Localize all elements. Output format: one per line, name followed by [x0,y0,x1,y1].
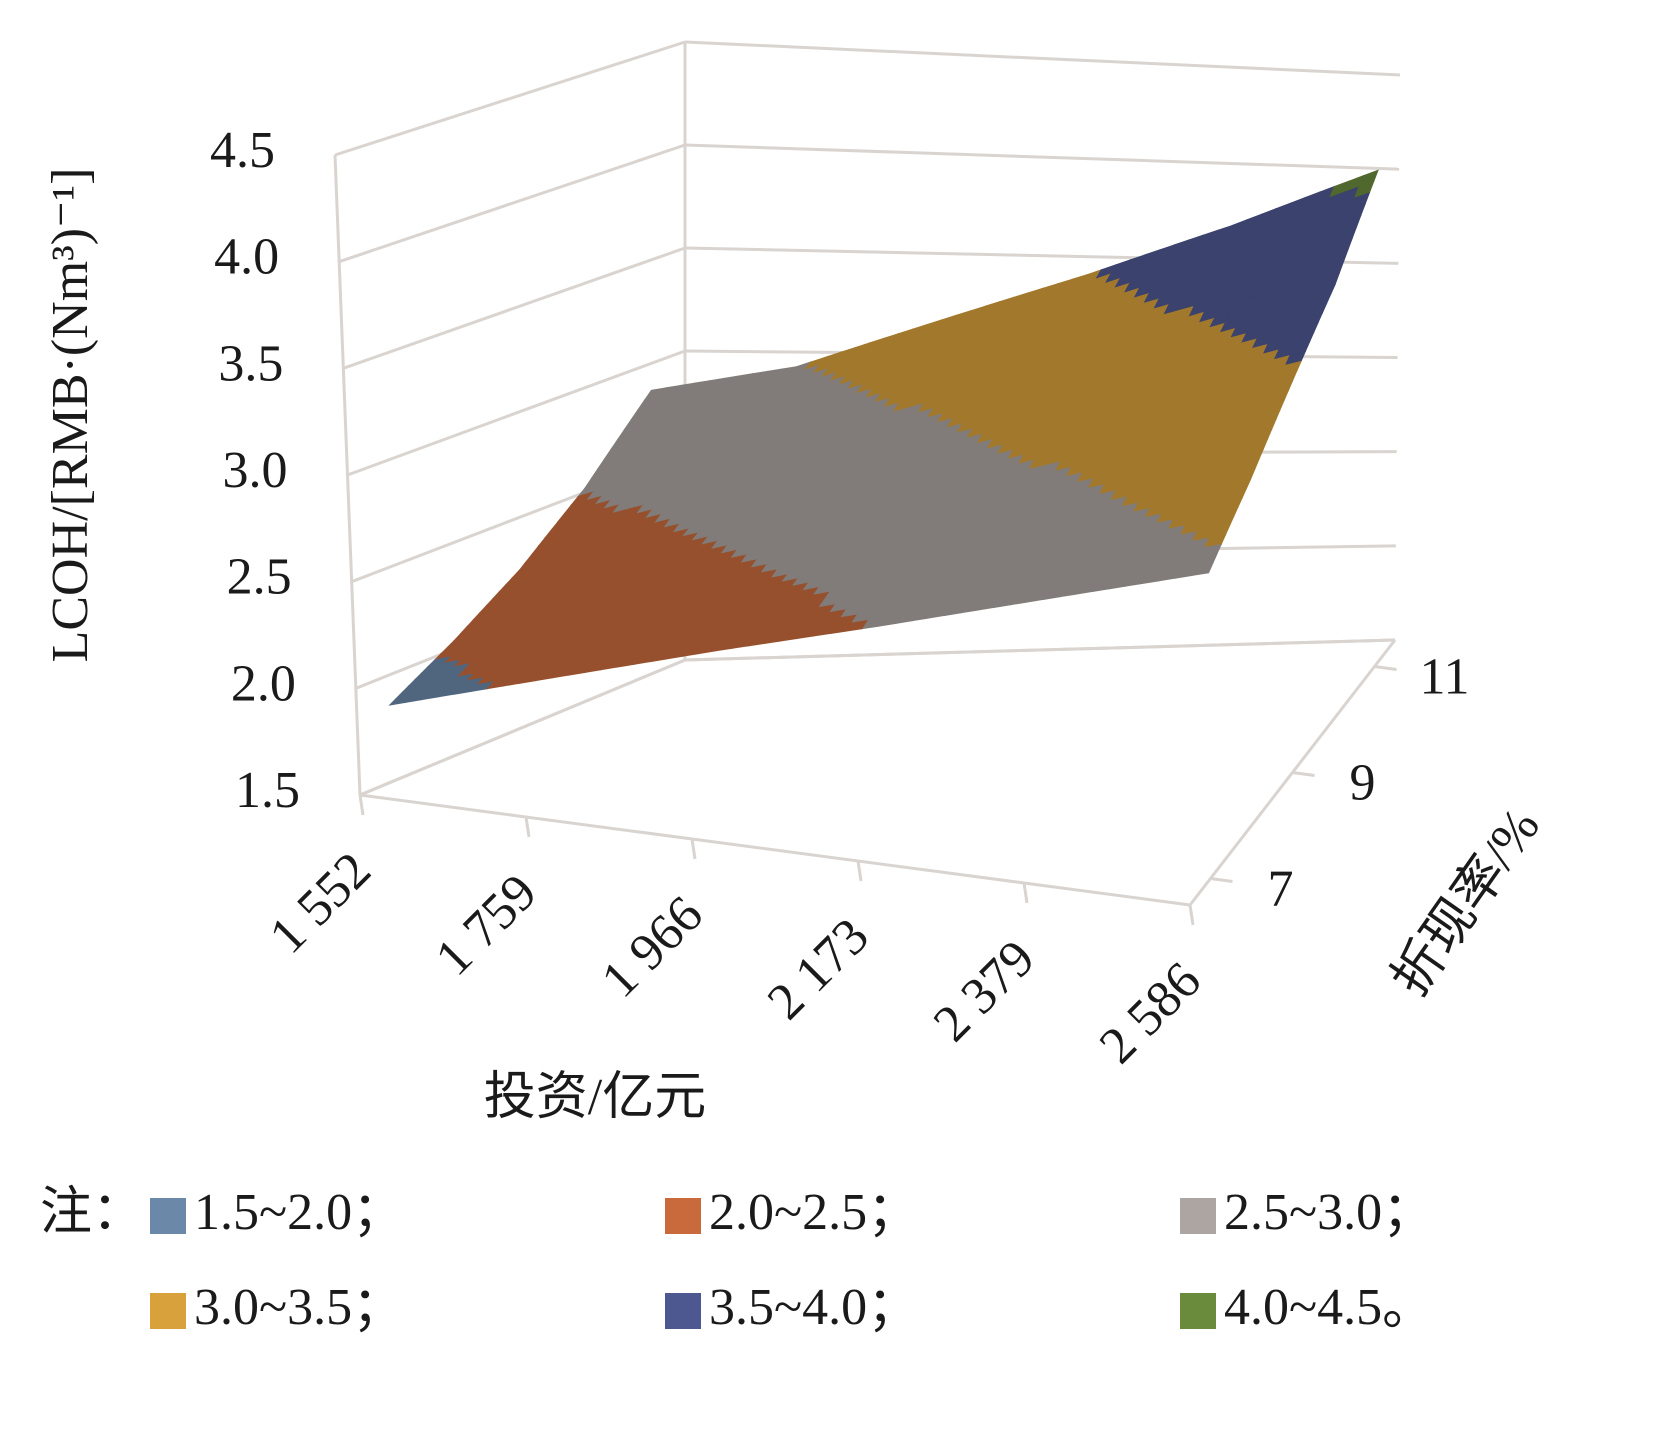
surface-cell [981,326,1186,459]
grid-line [334,40,686,157]
legend-title: 注： [40,1184,144,1241]
x-axis-title: 投资/亿元 [484,1069,706,1126]
surface-cell [1033,224,1234,368]
surface-cell [733,319,943,449]
surface-patch [1191,562,1214,577]
legend-swatch [665,1198,701,1234]
z-tick-label: 1.5 [235,762,300,819]
legend-label: 3.0~3.5； [194,1279,404,1336]
legend-label: 2.5~3.0； [1224,1184,1434,1241]
surface-cell [551,577,773,679]
surface-cell [518,446,736,572]
x-tick-label: 1 966 [591,886,714,1009]
surface-cell [714,544,932,652]
surface-cell [611,495,829,610]
grid-line [684,40,1401,77]
x-tick-label: 1 552 [259,842,382,965]
grid-line [338,143,686,264]
grid-line [684,143,1400,171]
surface-cell [1183,169,1379,328]
legend-label: 4.0~4.5。 [1224,1279,1434,1336]
surface-cell [882,274,1088,409]
surface-cell [770,457,984,579]
z-tick-label: 3.0 [223,442,288,499]
x-tick [358,794,365,816]
x-tick [690,838,697,860]
surface-cell [583,366,798,489]
z-tick-label: 4.5 [210,122,275,179]
y-axis-title: 折现率/% [1382,798,1551,1006]
legend-label: 2.0~2.5； [709,1184,919,1241]
grid-line [342,246,686,370]
legend-swatch [150,1293,186,1329]
y-tick-label: 11 [1419,648,1469,705]
surface-cell [672,406,886,534]
surface-cell [388,608,615,706]
surface-cell [452,531,675,642]
x-tick-label: 1 759 [425,864,548,987]
z-tick-label: 2.5 [227,549,292,606]
surface-cell [1089,380,1294,515]
legend-swatch [1180,1293,1216,1329]
z-tick-label: 4.0 [214,229,279,286]
x-tick [856,860,863,882]
z-tick-label: 2.0 [231,655,296,712]
y-tick [1292,771,1315,777]
x-tick-label: 2 173 [757,908,880,1031]
y-tick [1374,665,1397,671]
surface-cell [826,365,1036,497]
x-tick-label: 2 586 [1089,952,1212,1075]
surface-cell [878,512,1092,627]
grid-line [684,638,1396,662]
y-tick-label: 7 [1268,860,1294,917]
legend-swatch [665,1293,701,1329]
surface [388,169,1379,706]
legend-label: 3.5~4.0； [709,1279,919,1336]
axis-line [359,793,1191,907]
x-tick [1188,904,1195,926]
y-tick [1210,877,1233,883]
x-tick [1022,882,1029,904]
surface-cell [1042,479,1252,600]
z-tick-label: 3.5 [218,335,283,392]
legend-label: 1.5~2.0； [194,1184,404,1241]
x-tick-label: 2 379 [923,930,1046,1053]
grid-line [359,658,686,797]
surface-cell [929,418,1139,547]
x-tick [524,816,531,838]
grid-line [346,349,686,477]
y-tick-label: 9 [1350,754,1376,811]
legend-swatch [150,1198,186,1234]
legend-swatch [1180,1198,1216,1234]
surface-cell [1136,283,1336,420]
z-axis-title: LCOH/[RMB·(Nm³)⁻¹] [42,168,99,663]
